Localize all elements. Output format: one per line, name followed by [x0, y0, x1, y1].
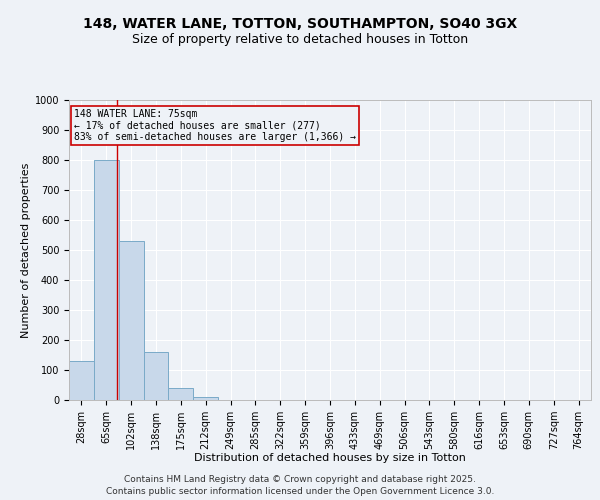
Y-axis label: Number of detached properties: Number of detached properties	[20, 162, 31, 338]
Bar	[193, 397, 218, 400]
Text: 148 WATER LANE: 75sqm
← 17% of detached houses are smaller (277)
83% of semi-det: 148 WATER LANE: 75sqm ← 17% of detached …	[74, 109, 356, 142]
Text: Contains public sector information licensed under the Open Government Licence 3.: Contains public sector information licen…	[106, 487, 494, 496]
Bar	[119, 241, 143, 400]
Bar	[143, 352, 169, 400]
Bar	[169, 388, 193, 400]
Bar	[69, 361, 94, 400]
Text: Size of property relative to detached houses in Totton: Size of property relative to detached ho…	[132, 32, 468, 46]
Bar	[94, 160, 119, 400]
Text: Contains HM Land Registry data © Crown copyright and database right 2025.: Contains HM Land Registry data © Crown c…	[124, 475, 476, 484]
X-axis label: Distribution of detached houses by size in Totton: Distribution of detached houses by size …	[194, 454, 466, 464]
Text: 148, WATER LANE, TOTTON, SOUTHAMPTON, SO40 3GX: 148, WATER LANE, TOTTON, SOUTHAMPTON, SO…	[83, 18, 517, 32]
